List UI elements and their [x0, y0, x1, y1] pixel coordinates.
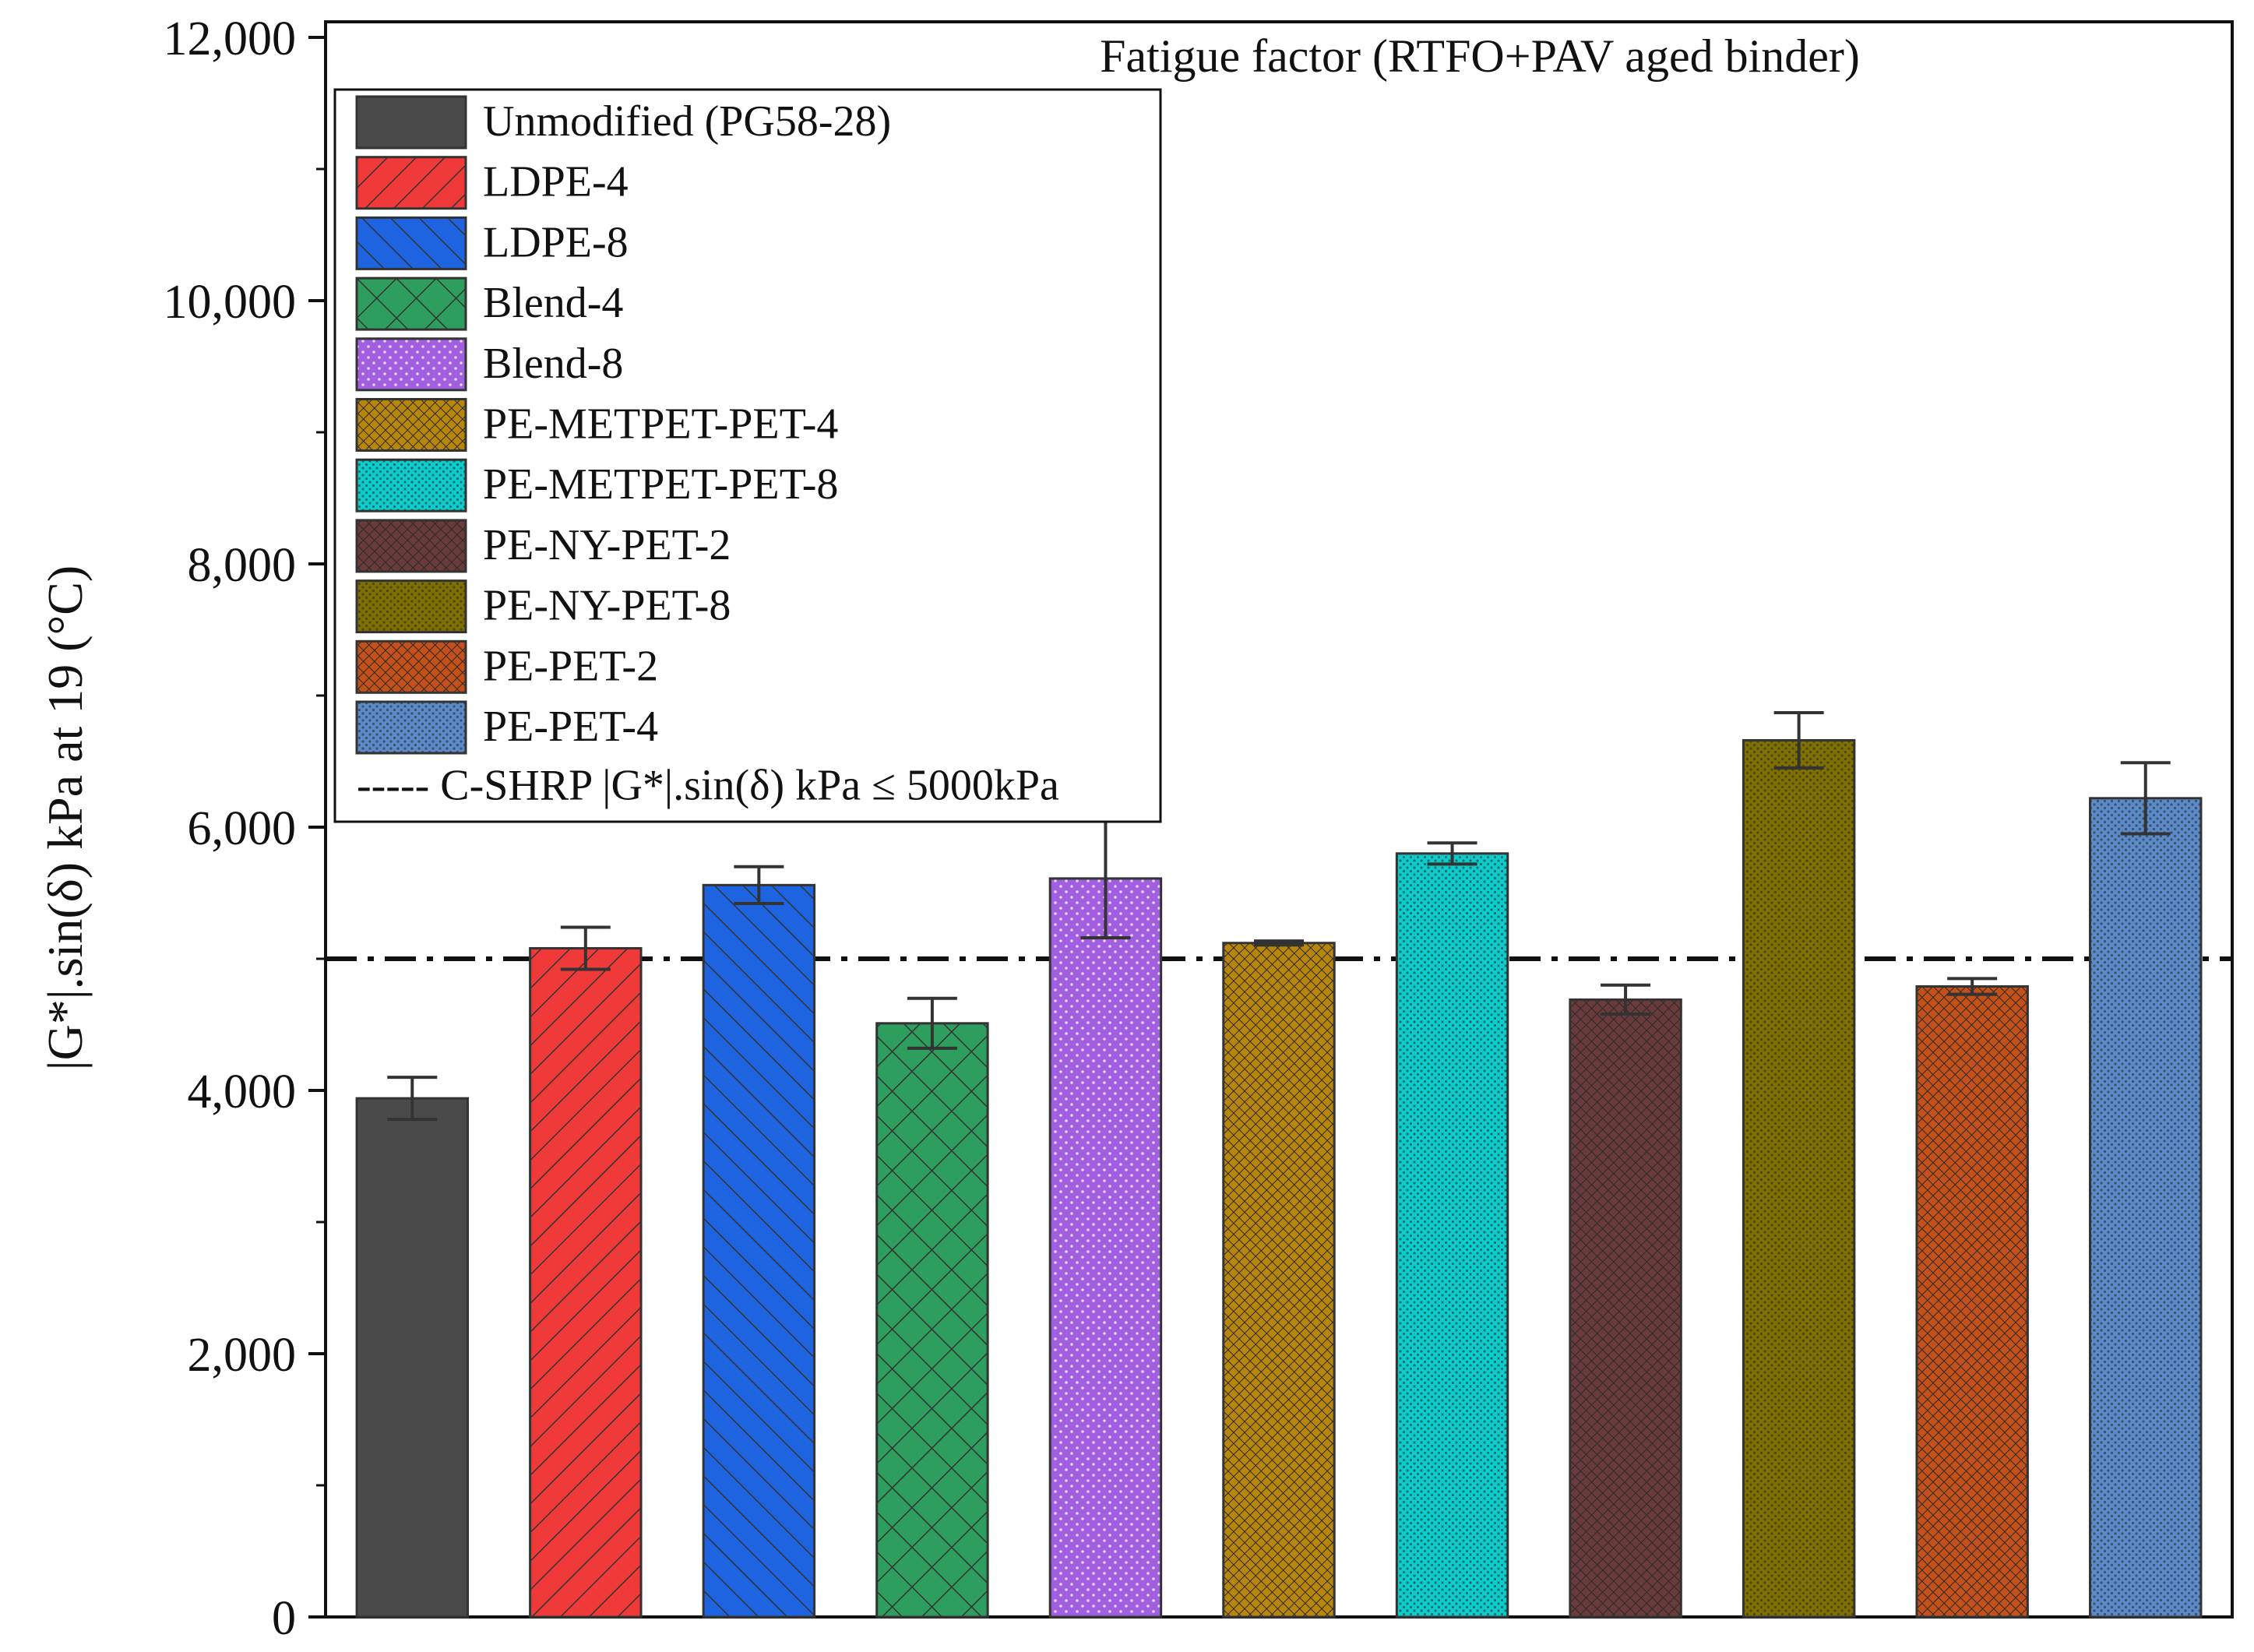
bar-pe-ny-pet-2	[1569, 983, 1682, 1619]
legend-label: PE-NY-PET-8	[483, 582, 731, 630]
legend-swatch-outline	[355, 156, 467, 210]
bar-unmodified-pg58-28	[355, 1076, 469, 1619]
legend-swatch-outline	[355, 337, 467, 392]
legend-swatch-pattern	[357, 217, 466, 269]
y-axis-label: |G*|.sin(δ) kPa at 19 (°C)	[37, 565, 93, 1070]
bar-pattern	[876, 1023, 988, 1617]
bar-fill	[357, 1098, 468, 1617]
legend-swatch	[357, 97, 466, 148]
legend-swatch-outline	[355, 277, 467, 331]
legend-label: Blend-8	[483, 340, 623, 388]
bar-pe-metpet-pet-4	[1222, 939, 1336, 1619]
y-axis: 0 2,000 4,000 6,000 8,000 10,000 12,000	[164, 12, 326, 1645]
legend-swatch-pattern	[357, 702, 466, 753]
bar-pattern	[1569, 999, 1682, 1617]
legend-label: PE-NY-PET-2	[483, 521, 731, 569]
legend-item-ldpe-4: LDPE-4	[355, 156, 629, 210]
bars	[355, 710, 2203, 1619]
legend-label: PE-METPET-PET-8	[483, 460, 838, 509]
bar-pattern	[1050, 878, 1161, 1617]
bar-blend-8	[1048, 817, 1163, 1619]
legend-item-pe-pet-4: PE-PET-4	[355, 700, 658, 755]
y-tick-label: 6,000	[188, 802, 297, 855]
bar-pe-ny-pet-8	[1742, 710, 1856, 1619]
y-tick-label: 2,000	[188, 1329, 297, 1382]
legend-item-ldpe-8: LDPE-8	[355, 216, 629, 270]
legend-swatch-pattern	[357, 580, 466, 632]
legend-swatch-outline	[355, 95, 467, 150]
legend-swatch-outline	[355, 458, 467, 513]
bar-pe-pet-2	[1915, 977, 2029, 1619]
legend-item-pe-ny-pet-2: PE-NY-PET-2	[355, 519, 731, 573]
legend-label: PE-PET-4	[483, 703, 658, 751]
y-tick-label: 0	[272, 1592, 296, 1645]
legend-label-reference: ----- C-SHRP |G*|.sin(δ) kPa ≤ 5000kPa	[357, 762, 1059, 810]
legend-label: LDPE-8	[483, 218, 629, 266]
y-tick-label: 10,000	[164, 276, 297, 329]
legend-item-pe-pet-2: PE-PET-2	[355, 639, 658, 694]
legend-swatch-pattern	[357, 520, 466, 572]
legend: Unmodified (PG58-28) LDPE-4 LDPE-8 Blend-4 B…	[333, 88, 1162, 823]
bar-pattern	[1396, 853, 1508, 1617]
bar-pattern	[530, 948, 642, 1617]
legend-swatch-outline	[355, 519, 467, 573]
bar-ldpe-8	[702, 865, 816, 1619]
legend-swatch-pattern	[357, 278, 466, 330]
bar-pe-metpet-pet-8	[1395, 841, 1509, 1619]
bar-pattern	[2090, 798, 2201, 1617]
legend-item-unmodified-pg58-28: Unmodified (PG58-28)	[355, 95, 891, 150]
y-tick-label: 4,000	[188, 1066, 297, 1118]
legend-item-blend-4: Blend-4	[355, 277, 623, 331]
y-tick-label: 12,000	[164, 12, 297, 65]
legend-swatch-outline	[355, 398, 467, 452]
legend-swatch-pattern	[357, 641, 466, 693]
legend-label: PE-METPET-PET-4	[483, 400, 838, 449]
legend-item-blend-8: Blend-8	[355, 337, 623, 392]
legend-swatch-outline	[355, 700, 467, 755]
legend-swatch-pattern	[357, 338, 466, 390]
legend-label: PE-PET-2	[483, 642, 658, 690]
bar-pattern	[1916, 986, 2028, 1617]
legend-label: LDPE-4	[483, 158, 629, 206]
legend-label: Unmodified (PG58-28)	[483, 97, 891, 146]
legend-item-pe-metpet-pet-8: PE-METPET-PET-8	[355, 458, 838, 513]
legend-swatch-pattern	[357, 399, 466, 451]
bar-ldpe-4	[529, 925, 643, 1619]
legend-swatch-pattern	[357, 460, 466, 512]
bar-pattern	[1743, 740, 1854, 1618]
bar-blend-4	[875, 996, 989, 1619]
legend-swatch-outline	[355, 639, 467, 694]
y-tick-label: 8,000	[188, 539, 297, 592]
legend-swatch-outline	[355, 579, 467, 634]
legend-swatch-pattern	[357, 157, 466, 209]
legend-label: Blend-4	[483, 279, 623, 327]
bar-pattern	[703, 885, 815, 1617]
legend-box	[333, 88, 1162, 823]
bar-pattern	[1223, 942, 1335, 1617]
chart-title: Fatigue factor (RTFO+PAV aged binder)	[1100, 30, 1860, 82]
legend-item-pe-metpet-pet-4: PE-METPET-PET-4	[355, 398, 838, 452]
legend-item-pe-ny-pet-8: PE-NY-PET-8	[355, 579, 731, 634]
legend-swatch-outline	[355, 216, 467, 270]
bar-pe-pet-4	[2089, 761, 2203, 1619]
